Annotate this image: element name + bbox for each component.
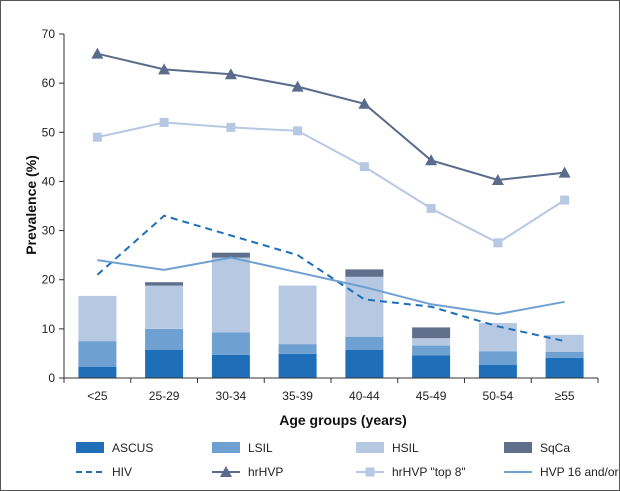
bar-lsil-8 bbox=[545, 352, 584, 358]
bar-ascus-6 bbox=[412, 355, 451, 378]
point-hrhvp-top-8-7 bbox=[493, 238, 503, 248]
legend-swatch-sqca bbox=[504, 442, 532, 453]
point-hrhvp-top-8-1 bbox=[92, 132, 102, 142]
bar-ascus-4 bbox=[278, 353, 317, 378]
point-hrhvp-1 bbox=[91, 47, 104, 59]
bar-ascus-7 bbox=[478, 364, 517, 378]
bar-hsil-1 bbox=[78, 295, 117, 342]
bar-ascus-8 bbox=[545, 357, 584, 378]
legend-label-hrhvp: hrHVP bbox=[248, 465, 283, 479]
legend-swatch-ascus bbox=[76, 442, 104, 453]
y-tick-label: 60 bbox=[42, 76, 56, 90]
y-tick-label: 10 bbox=[42, 322, 56, 336]
bar-lsil-3 bbox=[211, 332, 250, 355]
bar-ascus-5 bbox=[345, 350, 384, 378]
bar-hsil-6 bbox=[412, 338, 451, 346]
bar-hsil-4 bbox=[278, 285, 317, 345]
legend-label-hiv: HIV bbox=[112, 465, 132, 479]
bar-lsil-5 bbox=[345, 336, 384, 350]
x-tick-label: 30-34 bbox=[216, 389, 247, 403]
y-tick-label: 30 bbox=[42, 224, 56, 238]
point-hrhvp-top-8-4 bbox=[293, 126, 303, 136]
y-tick-label: 40 bbox=[42, 174, 56, 188]
legend-label-hrhvp-top-8: hrHVP "top 8" bbox=[392, 465, 466, 479]
bar-lsil-4 bbox=[278, 344, 317, 354]
axes-layer: 0 10 20 30 40 50 60 70 <25 25-29 30-34 35-39 40-44 45… bbox=[42, 27, 599, 403]
bar-ascus-3 bbox=[211, 354, 250, 378]
legend-label-ascus: ASCUS bbox=[112, 441, 153, 455]
x-tick-label: 45-49 bbox=[416, 389, 447, 403]
bar-ascus-1 bbox=[78, 366, 117, 378]
y-tick-label: 0 bbox=[48, 371, 55, 385]
y-tick-label: 50 bbox=[42, 125, 56, 139]
x-tick-label: 35-39 bbox=[282, 389, 313, 403]
x-tick-label: 50-54 bbox=[483, 389, 514, 403]
point-hrhvp-6 bbox=[425, 154, 438, 166]
legend-marker-hrhvp bbox=[220, 466, 232, 477]
x-tick-label: ≥55 bbox=[555, 389, 575, 403]
bar-hsil-7 bbox=[478, 323, 517, 352]
bar-sqca-2 bbox=[145, 282, 184, 286]
line-hvp-16-and-or-18 bbox=[97, 256, 565, 316]
point-hrhvp-top-8-6 bbox=[426, 203, 436, 213]
point-hrhvp-top-8-8 bbox=[560, 195, 570, 205]
bar-lsil-1 bbox=[78, 341, 117, 367]
point-hrhvp-2 bbox=[158, 63, 171, 75]
point-hrhvp-top-8-3 bbox=[226, 122, 236, 132]
legend-label-lsil: LSIL bbox=[248, 441, 273, 455]
x-axis-title: Age groups (years) bbox=[279, 412, 407, 428]
line-hrhvp bbox=[97, 52, 565, 182]
bar-hsil-3 bbox=[211, 257, 250, 333]
point-hrhvp-7 bbox=[491, 173, 504, 185]
bar-hsil-2 bbox=[145, 285, 184, 329]
point-hrhvp-5 bbox=[358, 97, 371, 109]
bar-hsil-5 bbox=[345, 276, 384, 337]
legend-marker-hrhvp-top-8 bbox=[365, 467, 375, 477]
legend: ASCUS LSIL HSIL SqCa HIV hrHVP hrHVP "top 8" HV… bbox=[76, 441, 620, 479]
point-hrhvp-3 bbox=[224, 68, 237, 80]
legend-label-sqca: SqCa bbox=[540, 441, 570, 455]
bar-sqca-5 bbox=[345, 269, 384, 277]
point-hrhvp-top-8-5 bbox=[359, 162, 369, 172]
point-hrhvp-4 bbox=[291, 80, 304, 92]
legend-label-hvp-16-and-or-18: HVP 16 and/or 18 bbox=[540, 465, 620, 479]
x-tick-label: 25-29 bbox=[149, 389, 180, 403]
line-hrhvp-top-8 bbox=[97, 121, 566, 245]
x-tick-label: <25 bbox=[87, 389, 108, 403]
y-axis-title: Prevalence (%) bbox=[23, 155, 39, 255]
bar-sqca-3 bbox=[211, 252, 250, 258]
legend-swatch-hsil bbox=[356, 442, 384, 453]
legend-swatch-lsil bbox=[212, 442, 240, 453]
bar-lsil-6 bbox=[412, 345, 451, 356]
bar-sqca-6 bbox=[412, 327, 451, 339]
y-tick-label: 70 bbox=[42, 27, 56, 41]
bar-hsil-8 bbox=[545, 334, 584, 352]
lines-layer bbox=[91, 47, 571, 343]
legend-label-hsil: HSIL bbox=[392, 441, 419, 455]
bars-layer bbox=[78, 252, 584, 378]
y-tick-label: 20 bbox=[42, 273, 56, 287]
line-hiv bbox=[96, 214, 565, 343]
bar-ascus-2 bbox=[145, 350, 184, 378]
bar-lsil-2 bbox=[145, 328, 184, 350]
bar-lsil-7 bbox=[478, 351, 517, 365]
x-tick-label: 40-44 bbox=[349, 389, 380, 403]
point-hrhvp-8 bbox=[558, 166, 571, 178]
point-hrhvp-top-8-2 bbox=[159, 117, 169, 127]
